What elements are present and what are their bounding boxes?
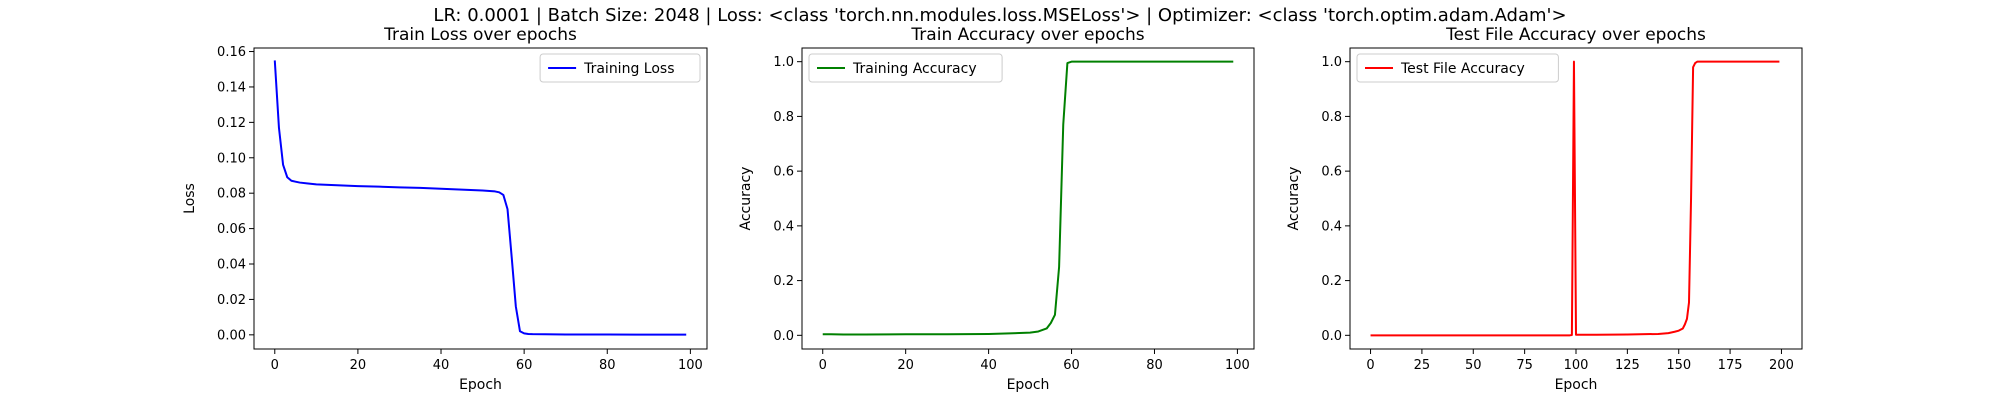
- chart-2-ytick-label-1: 0.2: [773, 274, 794, 289]
- chart-3-xtick-label-2: 50: [1465, 358, 1482, 373]
- chart-3-ylabel: Accuracy: [1286, 167, 1302, 231]
- chart-1-ytick-label-3: 0.06: [217, 222, 246, 237]
- chart-1-title: Train Loss over epochs: [383, 25, 577, 45]
- chart-2-ytick-label-2: 0.4: [773, 219, 794, 234]
- chart-2-series-training-accuracy-line: [822, 60, 1234, 336]
- chart-3-series-test-file-accuracy-line: [1370, 60, 1780, 337]
- chart-3-ytick-label-4: 0.8: [1321, 110, 1342, 125]
- figure-suptitle: LR: 0.0001 | Batch Size: 2048 | Loss: <c…: [433, 5, 1566, 26]
- chart-2-legend-label-training-accuracy: Training Accuracy: [852, 61, 977, 77]
- chart-1-xtick-label-1: 20: [350, 358, 367, 373]
- chart-3-xtick-label-1: 25: [1414, 358, 1431, 373]
- chart-2-group: Train Accuracy over epochs 0 20 40 60 80 100 0.…: [738, 25, 1255, 393]
- chart-2-ytick-label-0: 0.0: [773, 329, 794, 344]
- chart-2-xtick-label-2: 40: [980, 358, 997, 373]
- chart-2-ytick-label-4: 0.8: [773, 110, 794, 125]
- chart-1-legend-box: [539, 53, 701, 83]
- chart-1-ytick-label-2: 0.04: [217, 258, 246, 273]
- chart-3-group: Test File Accuracy over epochs 0 25 50 75 100…: [1286, 25, 1803, 393]
- chart-1-ytick-label-7: 0.14: [217, 80, 246, 95]
- chart-3-legend-label-test-file-accuracy: Test File Accuracy: [1400, 61, 1525, 77]
- chart-1-legend-label-training-loss: Training Loss: [583, 61, 674, 77]
- chart-2-axes-frame: [801, 47, 1255, 350]
- chart-3-xlabel: Epoch: [1555, 377, 1598, 393]
- chart-2-ytick-label-5: 1.0: [773, 55, 794, 70]
- chart-3-xtick-label-7: 175: [1718, 358, 1743, 373]
- chart-2-xtick-label-5: 100: [1225, 358, 1250, 373]
- chart-3-legend-box: [1356, 53, 1559, 83]
- chart-3-legend: Test File Accuracy: [1356, 53, 1559, 83]
- chart-2-xtick-label-4: 80: [1146, 358, 1163, 373]
- chart-2-legend-box: [808, 53, 1003, 83]
- chart-1-ylabel: Loss: [182, 183, 198, 214]
- chart-1-ytick-label-8: 0.16: [217, 45, 246, 60]
- chart-2-xtick-label-1: 20: [897, 358, 914, 373]
- chart-2-title: Train Accuracy over epochs: [910, 25, 1144, 45]
- chart-3-ytick-label-1: 0.2: [1321, 274, 1342, 289]
- chart-1-legend: Training Loss: [539, 53, 701, 83]
- chart-3-xtick-label-3: 75: [1516, 358, 1533, 373]
- chart-3-ytick-label-2: 0.4: [1321, 219, 1342, 234]
- chart-3-xtick-label-8: 200: [1769, 358, 1794, 373]
- chart-1-ytick-label-4: 0.08: [217, 187, 246, 202]
- chart-2-xlabel: Epoch: [1007, 377, 1050, 393]
- chart-3-ytick-label-0: 0.0: [1321, 329, 1342, 344]
- chart-3-ytick-label-3: 0.6: [1321, 165, 1342, 180]
- chart-1-ytick-label-0: 0.00: [217, 328, 246, 343]
- chart-1-ytick-label-1: 0.02: [217, 293, 246, 308]
- chart-2-ylabel: Accuracy: [738, 167, 754, 231]
- chart-2-xtick-label-3: 60: [1063, 358, 1080, 373]
- chart-1-xtick-label-5: 100: [678, 358, 703, 373]
- chart-3-xtick-label-0: 0: [1366, 358, 1374, 373]
- chart-3-title: Test File Accuracy over epochs: [1445, 25, 1706, 45]
- chart-1-xtick-label-4: 80: [599, 358, 616, 373]
- chart-3-ytick-label-5: 1.0: [1321, 55, 1342, 70]
- chart-3-xtick-label-5: 125: [1615, 358, 1640, 373]
- chart-2-legend: Training Accuracy: [808, 53, 1003, 83]
- chart-1-ytick-label-6: 0.12: [217, 116, 246, 131]
- chart-3-xtick-label-6: 150: [1666, 358, 1691, 373]
- chart-1-ytick-label-5: 0.10: [217, 151, 246, 166]
- chart-1-xtick-label-3: 60: [516, 358, 533, 373]
- chart-2-xtick-label-0: 0: [819, 358, 827, 373]
- chart-1-xtick-label-2: 40: [433, 358, 450, 373]
- chart-1-xtick-label-0: 0: [271, 358, 279, 373]
- chart-1-series-training-loss-line: [273, 60, 687, 336]
- chart-1-xlabel: Epoch: [459, 377, 502, 393]
- chart-2-ytick-label-3: 0.6: [773, 165, 794, 180]
- chart-1-group: Train Loss over epochs 0 20 40 60 80 100 0.00 0.…: [182, 25, 708, 393]
- chart-1-axes-frame: [253, 47, 708, 350]
- chart-3-xtick-label-4: 100: [1564, 358, 1589, 373]
